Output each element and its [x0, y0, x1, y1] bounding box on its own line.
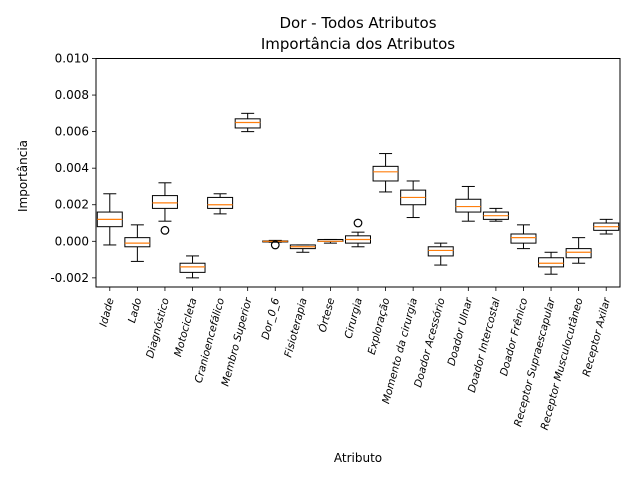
box	[455, 198, 482, 213]
x-tick-label: Cirurgia	[343, 297, 365, 340]
chart-title-line2: Importância dos Atributos	[261, 35, 455, 53]
y-tick-label: 0.002	[55, 198, 89, 212]
outlier-point	[160, 225, 170, 235]
x-tick-label: Doador Frênico	[498, 297, 530, 378]
y-tick-label: 0.000	[55, 234, 89, 248]
box	[372, 165, 399, 182]
plot-area: -0.002 0.000 0.002 0.004 0.006 0.008 0.010 Idad…	[50, 52, 620, 431]
x-tick-label: Doador Ulnar	[446, 296, 476, 367]
x-tick-label: Motocicleta	[172, 297, 199, 358]
box	[124, 237, 151, 248]
x-tick-label: Receptor Axilar	[581, 296, 614, 378]
x-tick-label: Exploração	[366, 297, 393, 356]
box	[151, 195, 178, 209]
y-tick-label: 0.006	[55, 125, 89, 139]
outlier-point	[270, 240, 280, 250]
y-tick-label: 0.004	[55, 161, 89, 175]
box	[538, 257, 565, 268]
x-tick-label: Dor_0_6	[260, 296, 283, 341]
x-tick-label: Cranioencefálico	[193, 297, 227, 385]
x-tick-label: Doador Acessório	[412, 297, 447, 389]
x-tick-label: Diagnóstico	[144, 297, 172, 360]
y-tick-label: -0.002	[50, 271, 89, 285]
x-axis-label: Atributo	[334, 451, 382, 465]
y-tick-label: 0.010	[55, 52, 89, 66]
x-tick-label: Fisioterapia	[282, 297, 309, 359]
x-tick-label: Lado	[126, 297, 144, 325]
y-tick-label: 0.008	[55, 88, 89, 102]
y-axis-label: Importância	[16, 140, 30, 212]
x-tick-label: Órtese	[316, 296, 338, 333]
outlier-point	[353, 218, 363, 228]
box	[179, 262, 206, 273]
chart-title-line1: Dor - Todos Atributos	[279, 14, 436, 32]
box	[234, 118, 261, 129]
x-tick-label: Idade	[98, 297, 117, 328]
x-tick-label: Membro Superior	[219, 296, 254, 388]
plot-frame	[95, 58, 621, 288]
box	[207, 196, 234, 209]
box	[427, 246, 454, 257]
box	[510, 233, 537, 244]
box	[565, 248, 592, 259]
